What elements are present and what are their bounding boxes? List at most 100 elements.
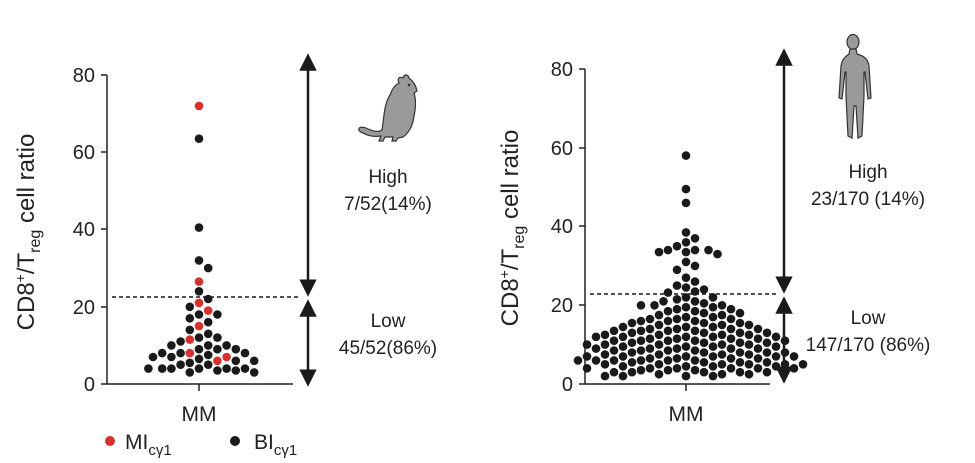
data-point-bi bbox=[654, 330, 664, 340]
data-point-bi bbox=[771, 332, 781, 342]
y-tick-label: 60 bbox=[551, 138, 573, 160]
data-point-bi bbox=[717, 320, 727, 330]
data-point-bi bbox=[681, 198, 691, 208]
data-point-bi bbox=[609, 346, 619, 355]
data-point-bi bbox=[708, 362, 718, 371]
data-point-bi bbox=[699, 367, 709, 377]
data-point-bi bbox=[627, 348, 637, 357]
data-point-bi bbox=[636, 316, 646, 326]
data-point-bi bbox=[663, 245, 673, 255]
high-value: 7/52(14%) bbox=[344, 194, 432, 215]
data-point-bi bbox=[144, 364, 153, 373]
data-point-bi bbox=[663, 288, 673, 297]
y-tick-20: 20 bbox=[73, 297, 107, 319]
data-point-bi bbox=[744, 320, 754, 330]
y-axis-label: CD8+/Treg cell ratio bbox=[12, 134, 44, 331]
data-point-bi bbox=[636, 326, 646, 336]
data-point-bi bbox=[735, 318, 745, 328]
data-point-bi bbox=[717, 301, 727, 310]
data-point-bi bbox=[654, 340, 664, 349]
data-point-bi bbox=[600, 340, 610, 349]
data-point-bi bbox=[717, 310, 727, 320]
dots-human bbox=[573, 151, 808, 381]
data-point-bi bbox=[672, 334, 682, 344]
data-point-bi bbox=[672, 354, 682, 363]
data-point-bi bbox=[663, 316, 673, 326]
data-point-bi bbox=[636, 336, 646, 346]
data-point-bi bbox=[600, 350, 610, 359]
data-point-mi bbox=[185, 348, 195, 358]
data-point-bi bbox=[726, 324, 736, 334]
data-point-bi bbox=[240, 364, 250, 373]
data-point-bi bbox=[690, 356, 700, 365]
data-point-bi bbox=[690, 346, 700, 355]
data-point-bi bbox=[699, 318, 709, 328]
data-point-bi bbox=[704, 245, 713, 255]
data-point-mi bbox=[185, 335, 195, 344]
data-point-bi bbox=[699, 308, 709, 318]
data-point-bi bbox=[176, 360, 185, 370]
data-point-bi bbox=[203, 294, 213, 304]
panel-mouse: CD8+/Treg cell ratio 80 60 40 20 0 bbox=[12, 53, 437, 459]
data-point-bi bbox=[717, 369, 727, 379]
data-point-bi bbox=[690, 326, 700, 336]
data-point-bi bbox=[717, 330, 727, 340]
low-label: Low bbox=[851, 308, 886, 329]
data-point-bi bbox=[690, 245, 700, 255]
legend-marker-bi bbox=[230, 436, 240, 446]
data-point-bi bbox=[176, 337, 185, 346]
data-point-mi bbox=[203, 306, 213, 315]
data-point-bi bbox=[672, 295, 682, 304]
x-category-label: MM bbox=[669, 403, 704, 426]
data-point-mi bbox=[194, 298, 204, 308]
data-point-bi bbox=[681, 352, 691, 361]
data-point-bi bbox=[681, 342, 691, 351]
data-point-bi bbox=[618, 371, 628, 381]
data-point-bi bbox=[753, 344, 763, 353]
data-point-bi bbox=[222, 341, 231, 350]
data-point-bi bbox=[231, 356, 241, 366]
data-point-bi bbox=[591, 344, 601, 353]
data-point-bi bbox=[663, 326, 673, 336]
data-point-bi bbox=[185, 302, 195, 312]
data-point-mi bbox=[194, 101, 204, 111]
data-point-bi bbox=[203, 360, 213, 370]
data-point-bi bbox=[681, 371, 691, 381]
data-point-bi bbox=[185, 314, 195, 323]
data-point-bi bbox=[690, 287, 700, 296]
data-point-bi bbox=[735, 338, 745, 348]
data-point-bi bbox=[690, 297, 700, 306]
data-point-bi bbox=[789, 364, 799, 373]
data-point-bi bbox=[600, 330, 610, 340]
y-tick-80: 80 bbox=[73, 65, 107, 87]
data-point-bi bbox=[185, 368, 195, 377]
data-point-bi bbox=[771, 352, 781, 361]
data-point-bi bbox=[717, 360, 727, 369]
data-point-bi bbox=[618, 342, 628, 351]
data-point-bi bbox=[762, 358, 772, 367]
y-tick-label: 40 bbox=[73, 219, 95, 241]
data-point-bi bbox=[591, 356, 601, 365]
data-point-bi bbox=[591, 332, 601, 342]
data-point-bi bbox=[203, 350, 213, 360]
human-icon bbox=[838, 33, 872, 139]
data-point-bi bbox=[618, 322, 628, 332]
data-point-bi bbox=[699, 299, 709, 308]
data-point-mi bbox=[222, 352, 231, 362]
data-point-bi bbox=[681, 362, 691, 371]
data-point-bi bbox=[609, 326, 619, 336]
y-tick-label: 80 bbox=[551, 59, 573, 81]
data-point-bi bbox=[654, 247, 664, 257]
y-tick-60: 60 bbox=[551, 138, 585, 160]
data-point-bi bbox=[203, 317, 213, 327]
data-point-bi bbox=[194, 344, 204, 354]
data-point-bi bbox=[203, 341, 213, 350]
data-point-bi bbox=[762, 338, 772, 348]
y-tick-0: 0 bbox=[562, 374, 585, 396]
data-point-bi bbox=[735, 328, 745, 338]
data-point-bi bbox=[681, 228, 691, 237]
data-point-bi bbox=[672, 344, 682, 353]
data-point-bi bbox=[157, 348, 167, 358]
data-point-bi bbox=[249, 356, 259, 366]
data-point-bi bbox=[194, 256, 204, 265]
